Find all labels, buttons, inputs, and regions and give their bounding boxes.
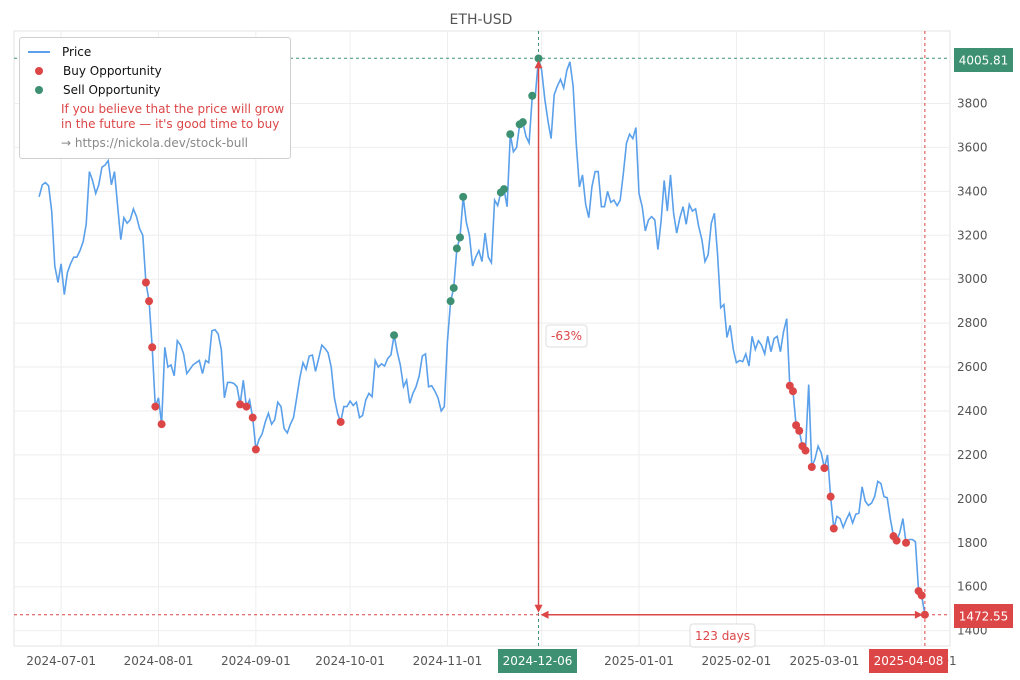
legend-buy-label: Buy Opportunity xyxy=(63,64,162,78)
y-tick-label: 2800 xyxy=(957,316,988,330)
change-label: -63% xyxy=(545,324,588,348)
last-value-text: 1472.55 xyxy=(959,610,1009,624)
sell-point xyxy=(459,192,468,201)
y-tick-label: 2600 xyxy=(957,360,988,374)
y-tick-label: 2400 xyxy=(957,404,988,418)
x-tick-label: 2025-03-01 xyxy=(789,654,859,668)
legend-red-dot-icon xyxy=(35,67,43,75)
buy-point xyxy=(820,464,829,473)
legend-item-buy: Buy Opportunity xyxy=(28,62,162,80)
sell-point xyxy=(449,283,458,292)
high-date-badge: 2024-12-06 xyxy=(498,649,577,673)
legend-item-sell: Sell Opportunity xyxy=(28,81,161,99)
markers xyxy=(141,54,929,619)
y-tick-label: 1800 xyxy=(957,536,988,550)
y-tick-label: 2000 xyxy=(957,492,988,506)
x-tick-label: 2025-02-01 xyxy=(702,654,772,668)
sell-point xyxy=(446,297,455,306)
x-tick-label: 2024-09-01 xyxy=(221,654,291,668)
buy-point xyxy=(148,343,157,352)
x-tick-label: 2024-08-01 xyxy=(124,654,194,668)
sell-point xyxy=(390,331,399,340)
arrow-down-icon xyxy=(534,604,543,613)
price-line xyxy=(38,58,926,615)
buy-point xyxy=(902,538,911,547)
buy-point xyxy=(236,400,245,409)
legend-link[interactable]: → https://nickola.dev/stock-bull xyxy=(61,136,248,150)
y-tick-label: 3400 xyxy=(957,184,988,198)
legend-note-line1: If you believe that the price will grow xyxy=(61,102,285,116)
last-value-badge: 1472.55 xyxy=(954,604,1013,628)
arrow-left-icon xyxy=(540,610,549,619)
x-tick-label: 2024-07-01 xyxy=(26,654,96,668)
buy-point xyxy=(917,591,926,600)
buy-point xyxy=(795,426,804,435)
high-date-text: 2024-12-06 xyxy=(503,654,573,668)
sell-point xyxy=(452,244,461,253)
y-tick-label: 3000 xyxy=(957,272,988,286)
buy-point xyxy=(251,445,260,454)
buy-point xyxy=(151,402,160,411)
buy-point xyxy=(826,492,835,501)
buy-point xyxy=(788,387,797,396)
buy-point xyxy=(829,524,838,533)
sell-point xyxy=(506,130,515,139)
arrow-up-icon xyxy=(534,60,543,69)
legend-price-label: Price xyxy=(62,45,92,59)
buy-point xyxy=(157,420,166,429)
buy-point xyxy=(920,610,929,619)
buy-point xyxy=(336,417,345,426)
sell-point xyxy=(518,118,527,127)
buy-point xyxy=(145,297,154,306)
y-tick-label: 3600 xyxy=(957,140,988,154)
change-label-text: -63% xyxy=(551,329,582,343)
sell-point xyxy=(528,91,537,100)
y-tick-label: 1600 xyxy=(957,580,988,594)
arrow-right-icon xyxy=(914,610,923,619)
buy-point xyxy=(807,462,816,471)
x-tick-label: 2025-01-01 xyxy=(604,654,674,668)
days-label-text: 123 days xyxy=(695,629,750,643)
days-label: 123 days xyxy=(689,623,756,648)
high-value-badge: 4005.81 xyxy=(954,48,1013,72)
sell-point xyxy=(499,185,508,194)
buy-point xyxy=(248,413,257,422)
y-tick-label: 3800 xyxy=(957,96,988,110)
x-tick-label: 2024-11-01 xyxy=(413,654,483,668)
y-tick-label: 3200 xyxy=(957,228,988,242)
legend-item-price: Price xyxy=(28,43,91,61)
sell-point xyxy=(456,233,465,242)
buy-point xyxy=(242,402,251,411)
arrows xyxy=(534,60,923,619)
y-axis: 1400160018002000220024002600280030003200… xyxy=(957,96,988,637)
high-value-text: 4005.81 xyxy=(959,54,1009,68)
sell-point xyxy=(534,54,543,63)
x-tick-label: 2024-10-01 xyxy=(315,654,385,668)
x-axis: 2024-07-01 2024-08-01 2024-09-01 2024-10-01… xyxy=(26,654,956,668)
buy-point xyxy=(141,278,150,287)
buy-point xyxy=(801,446,810,455)
y-tick-label: 2200 xyxy=(957,448,988,462)
buy-point xyxy=(892,536,901,545)
legend: Price Buy Opportunity Sell Opportunity I… xyxy=(19,37,291,159)
last-date-badge: 2025-04-08 xyxy=(869,649,948,673)
chart-title: ETH-USD xyxy=(450,12,513,28)
last-date-text: 2025-04-08 xyxy=(874,654,944,668)
legend-note-line2: in the future — it's good time to buy xyxy=(61,117,280,131)
legend-sell-label: Sell Opportunity xyxy=(63,83,161,97)
legend-line-icon xyxy=(28,51,50,53)
legend-green-dot-icon xyxy=(35,86,43,94)
